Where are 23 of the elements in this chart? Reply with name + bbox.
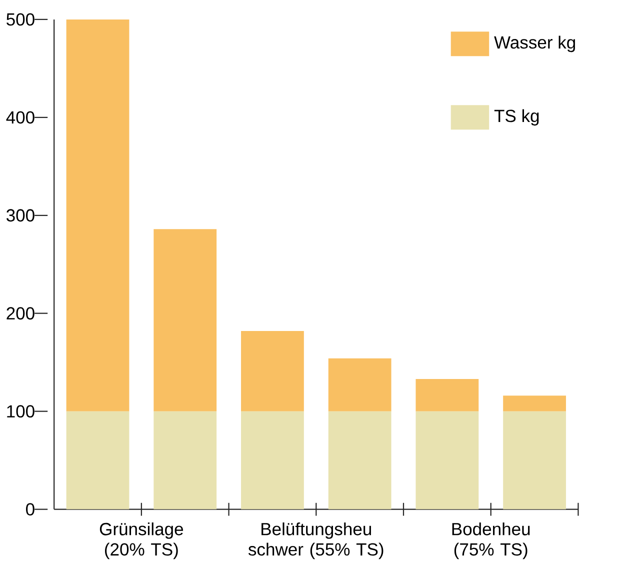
bar: [503, 411, 566, 510]
y-tick-label: 300: [6, 209, 34, 222]
y-tick-label: 0: [26, 503, 34, 516]
legend-label: TS kg: [494, 109, 539, 126]
y-tick-label: 200: [6, 307, 34, 320]
bar: [416, 379, 479, 412]
bar: [241, 411, 304, 510]
bar: [66, 411, 130, 510]
y-tick-label: 500: [6, 13, 34, 26]
y-tick-label: 400: [6, 111, 34, 124]
bar: [154, 229, 217, 412]
bar: [503, 396, 566, 412]
bar: [241, 331, 304, 412]
bar: [328, 411, 392, 510]
bar: [66, 20, 130, 412]
x-tick-label: Grünsilage (20% TS): [100, 522, 184, 560]
x-tick-label: Belüftungsheu schwer (55% TS): [248, 522, 384, 560]
bar: [154, 411, 217, 510]
bar: [416, 411, 479, 510]
legend-label: Wasser kg: [494, 36, 575, 52]
x-tick-label: Bodenheu (75% TS): [452, 522, 530, 560]
y-tick-label: 100: [7, 405, 34, 418]
bar: [328, 358, 392, 412]
